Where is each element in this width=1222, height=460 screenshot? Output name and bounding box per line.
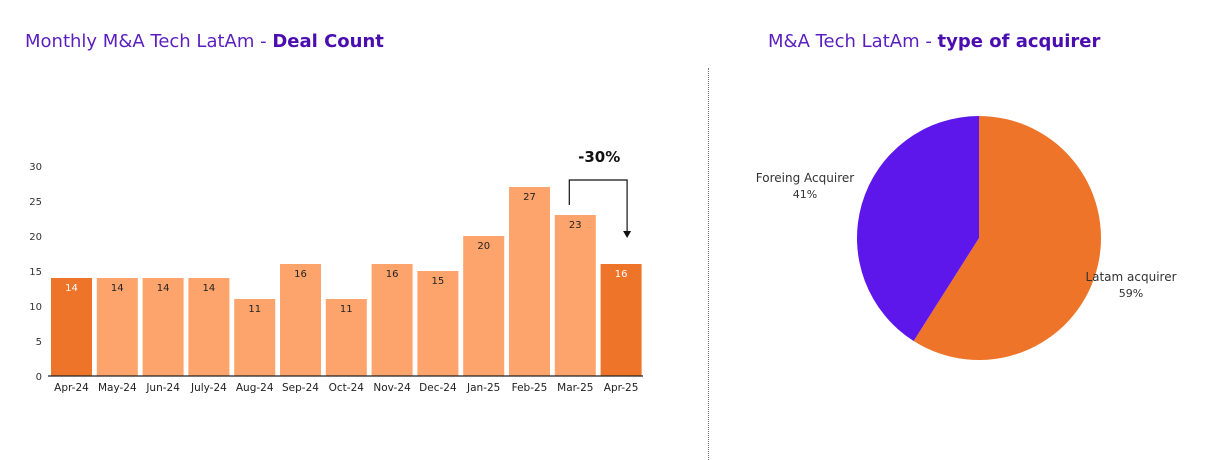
data-label: 23: [569, 220, 582, 231]
pie-chart-title-prefix: M&A Tech LatAm -: [768, 31, 938, 52]
y-tick-label: 15: [29, 267, 42, 278]
pie-chart-title-bold: type of acquirer: [937, 31, 1101, 52]
x-tick-label: Jan-25: [466, 382, 500, 394]
x-tick-label: Jun-24: [145, 382, 180, 394]
acquirer-type-pie-chart: Latam acquirer 59% Foreing Acquirer 41%: [756, 116, 1177, 360]
data-label: 14: [111, 283, 124, 294]
y-tick-label: 0: [36, 372, 42, 383]
y-tick-label: 5: [36, 337, 42, 348]
deal-count-bar-chart: 0 5 10 15 20 25 30 14 Apr-24 14 May-24 14 Jun-24 14 Ju…: [29, 148, 643, 394]
y-tick-label: 30: [29, 162, 42, 173]
bar-chart-title-prefix: Monthly M&A Tech LatAm -: [25, 31, 273, 52]
x-tick-label: Oct-24: [329, 382, 365, 394]
bar-jun-24: [142, 278, 184, 376]
y-tick-label: 25: [29, 197, 42, 208]
x-tick-label: Mar-25: [557, 382, 593, 394]
data-label: 20: [477, 241, 490, 252]
pie-slice-latam: [913, 116, 1101, 360]
pie-chart-title: M&A Tech LatAm - type of acquirer: [768, 31, 1100, 52]
x-tick-label: July-24: [190, 382, 227, 394]
data-label: 14: [203, 283, 216, 294]
data-label: 14: [157, 283, 170, 294]
change-annotation: -30%: [578, 148, 620, 166]
bar-jan-25: [463, 236, 505, 376]
pie-percent-label: 59%: [1119, 287, 1143, 300]
data-label: 15: [432, 276, 445, 287]
data-label: 16: [294, 269, 307, 280]
x-tick-label: Apr-25: [604, 382, 639, 394]
bar-sep-24: [280, 264, 321, 376]
x-tick-label: Nov-24: [373, 382, 411, 394]
change-arrow-head: [623, 231, 632, 238]
x-tick-label: Aug-24: [236, 382, 274, 394]
pie-label: Latam acquirer: [1085, 270, 1176, 284]
bar-july-24: [188, 278, 230, 376]
bar-apr-25: [600, 264, 642, 376]
bar-chart-title: Monthly M&A Tech LatAm - Deal Count: [25, 31, 384, 52]
pie-slice-foreign: [857, 116, 979, 342]
bar-dec-24: [417, 271, 459, 376]
bar-feb-25: [509, 187, 550, 376]
bar-mar-25: [554, 215, 596, 376]
data-label: 16: [386, 269, 399, 280]
bar-apr-24: [51, 278, 92, 376]
x-tick-label: Feb-25: [512, 382, 548, 394]
bar-oct-24: [325, 299, 367, 376]
bar-may-24: [96, 278, 138, 376]
bar-aug-24: [234, 299, 276, 376]
x-tick-label: Dec-24: [419, 382, 457, 394]
x-tick-label: Sep-24: [282, 382, 319, 394]
x-tick-label: May-24: [98, 382, 137, 394]
data-label: 27: [523, 192, 536, 203]
x-tick-label: Apr-24: [54, 382, 89, 394]
pie-percent-label: 41%: [793, 188, 817, 201]
bar-chart-title-bold: Deal Count: [272, 31, 384, 52]
bar-nov-24: [371, 264, 413, 376]
data-label: 14: [65, 283, 78, 294]
y-tick-label: 20: [29, 232, 42, 243]
data-label: 11: [340, 304, 353, 315]
y-tick-label: 10: [29, 302, 42, 313]
pie-label: Foreing Acquirer: [756, 171, 854, 185]
change-bracket: [568, 179, 628, 236]
data-label: 16: [615, 269, 628, 280]
data-label: 11: [248, 304, 261, 315]
section-divider: [708, 68, 709, 460]
